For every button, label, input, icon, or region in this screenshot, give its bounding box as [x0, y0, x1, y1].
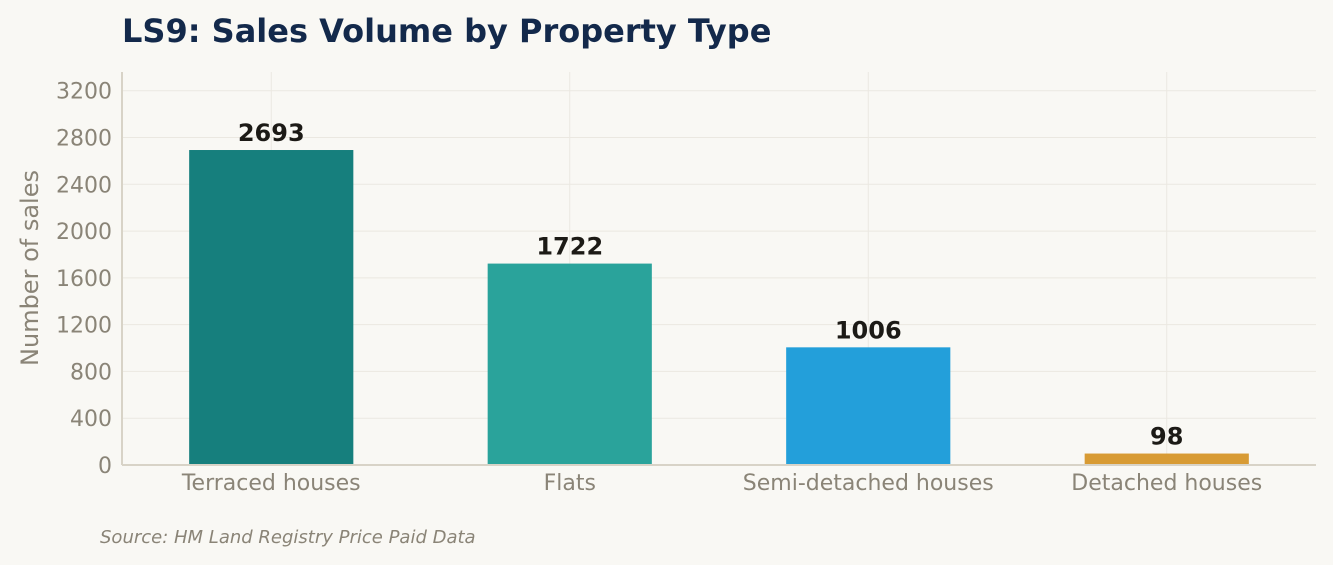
y-tick-label: 1200 [56, 314, 112, 339]
bar-value-label: 1722 [536, 233, 603, 261]
bar-value-label: 1006 [835, 316, 902, 344]
bars [189, 150, 1249, 465]
x-tick-label: Detached houses [1071, 471, 1262, 496]
x-tick-label: Semi-detached houses [743, 471, 994, 496]
y-axis-ticks: 0 400 800 1200 1600 2000 2400 2800 3200 [56, 80, 112, 479]
source-note: Source: HM Land Registry Price Paid Data [100, 527, 476, 548]
bar-value-label: 98 [1150, 423, 1183, 451]
x-tick-label: Flats [544, 471, 596, 496]
y-tick-label: 3200 [56, 80, 112, 105]
x-tick-label: Terraced houses [181, 471, 361, 496]
y-tick-label: 400 [70, 407, 112, 432]
category-labels: Terraced houses Flats Semi-detached houses… [181, 471, 1262, 496]
chart-title: LS9: Sales Volume by Property Type [122, 12, 771, 50]
bar [1084, 453, 1249, 465]
value-labels: 2693 1722 1006 98 [238, 119, 1184, 451]
y-tick-label: 800 [70, 360, 112, 385]
y-tick-label: 2800 [56, 127, 112, 152]
bar [487, 263, 652, 465]
bar [189, 150, 354, 465]
y-tick-label: 1600 [56, 267, 112, 292]
bar-value-label: 2693 [238, 119, 305, 147]
y-axis-label: Number of sales [16, 170, 44, 366]
y-tick-label: 2000 [56, 220, 112, 245]
y-tick-label: 0 [98, 454, 112, 479]
bar [786, 347, 951, 465]
y-tick-label: 2400 [56, 173, 112, 198]
